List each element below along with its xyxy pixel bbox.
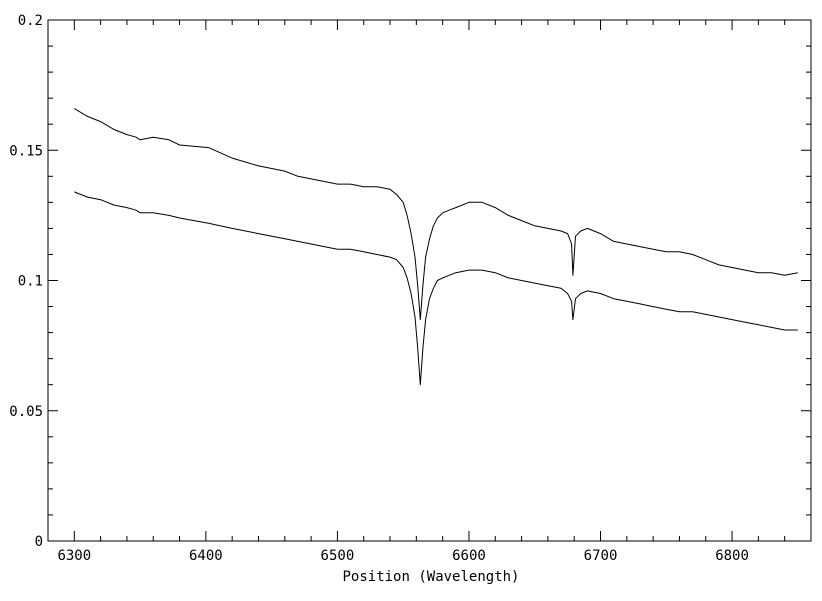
y-tick-label: 0.1 <box>18 274 43 290</box>
x-tick-label: 6600 <box>452 548 486 564</box>
x-tick-label: 6300 <box>57 548 91 564</box>
x-tick-label: 6400 <box>189 548 223 564</box>
x-axis-title: Position (Wavelength) <box>342 569 519 585</box>
y-tick-labels: 0 0.05 0.1 0.15 0.2 <box>9 13 43 550</box>
x-tick-label: 6700 <box>584 548 618 564</box>
y-tick-label: 0.05 <box>9 404 43 420</box>
x-tick-label: 6500 <box>321 548 355 564</box>
y-tick-label: 0 <box>35 534 43 550</box>
axis-ticks <box>47 19 812 542</box>
x-tick-labels: 6300 6400 6500 6600 6700 6800 <box>57 548 748 564</box>
y-tick-label: 0.2 <box>18 13 43 29</box>
x-tick-label: 6800 <box>715 548 749 564</box>
plot-frame <box>47 19 812 542</box>
y-tick-label: 0.15 <box>9 143 43 159</box>
spectrum-line-2 <box>74 191 798 386</box>
spectrum-line-1 <box>74 108 798 321</box>
series-layer <box>74 108 798 386</box>
